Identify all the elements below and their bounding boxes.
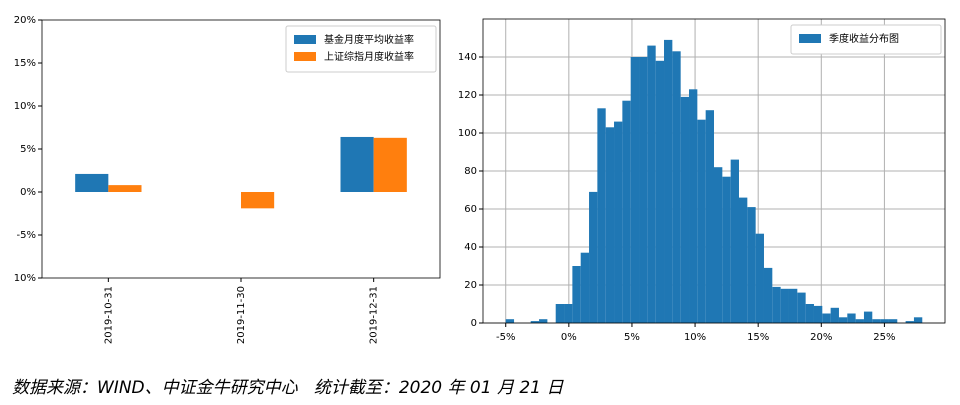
x-tick-label: 20% [810,332,832,343]
histogram-bar [913,317,923,323]
histogram-bar [539,319,548,323]
plot-frame [482,18,946,324]
histogram-bar [872,319,881,323]
histogram-bar [847,313,856,323]
legend-box [790,24,942,55]
histogram-bar [505,319,515,323]
histogram-bar [855,319,864,323]
histogram-bar [714,167,723,323]
y-tick-label: 120 [458,90,477,101]
histogram-bar [813,305,823,323]
y-tick-label: 5% [20,144,36,155]
histogram-bar [672,51,681,324]
histogram-bar [730,159,739,323]
legend-swatch [294,35,316,44]
y-tick-label: 100 [458,128,477,139]
y-tick-label: 0% [20,187,36,198]
x-tick-label: 15% [747,332,769,343]
y-tick-label: 40 [464,242,477,253]
y-tick-label: 10% [14,273,36,284]
histogram-bar [589,191,598,323]
histogram-bar [630,57,640,323]
y-tick-label: 60 [464,204,477,215]
histogram-bar [680,96,690,324]
y-tick-label: 20 [464,280,477,291]
histogram-bar [747,207,756,323]
y-tick-label: 15% [14,58,36,69]
histogram-bar [597,108,606,323]
histogram-bar [797,292,806,323]
histogram-bar [838,317,848,323]
histogram-bar [888,319,898,323]
histogram-bar [880,319,889,323]
y-tick-label: 10% [14,101,36,112]
histogram-bar [614,121,623,323]
legend-swatch [799,34,821,43]
histogram-bar [530,321,540,323]
y-tick-label: 0 [471,318,477,329]
legend-label: 基金月度平均收益率 [324,33,414,46]
y-tick-label: 140 [458,52,477,63]
histogram-bar [605,127,615,323]
x-tick-label: 2019-12-31 [369,286,380,344]
x-tick-label: 5% [624,332,640,343]
histogram-bar [722,176,731,323]
histogram-bar [863,311,873,323]
histogram-bar [564,304,573,323]
bar [340,136,374,192]
y-tick-label: 20% [14,15,36,26]
legend-swatch [294,52,316,61]
legend-box [285,25,437,73]
histogram-bar [580,252,590,323]
x-tick-label: -5% [496,332,515,343]
histogram-bar [622,100,631,323]
histogram-bar [647,45,656,323]
histogram-bar [780,288,789,323]
histogram-bar [639,57,648,323]
histogram-bar [805,304,814,323]
y-tick-label: -5% [17,230,36,241]
bar [75,173,109,192]
x-tick-label: 10% [684,332,706,343]
histogram-bar [772,286,781,323]
histogram-bar [788,288,798,323]
plot-frame [41,19,441,279]
x-tick-label: 2019-10-31 [103,286,114,344]
y-tick-label: 80 [464,166,477,177]
histogram-bar [655,60,665,324]
histogram-bar [705,110,714,323]
histogram-bar [755,233,764,323]
histogram-bar [572,266,581,323]
x-tick-label: 2019-11-30 [236,286,247,344]
histogram-bar [555,304,565,323]
legend-label: 季度收益分布图 [829,32,899,45]
legend-label: 上证综指月度收益率 [324,50,414,63]
histogram-bar [697,119,706,323]
bar [373,137,407,192]
x-tick-label: 0% [561,332,577,343]
caption: 数据来源：WIND、中证金牛研究中心 统计截至：2020 年 01 月 21 日 [12,378,564,398]
histogram-bar [905,321,914,323]
x-tick-label: 25% [873,332,895,343]
histogram-bar [830,307,839,323]
histogram-bar [822,313,831,323]
histogram-bar [738,197,748,323]
histogram-bar [689,89,698,323]
histogram-bar [664,39,673,324]
bar [241,192,275,209]
histogram-bar [763,267,773,323]
bar [108,185,142,192]
